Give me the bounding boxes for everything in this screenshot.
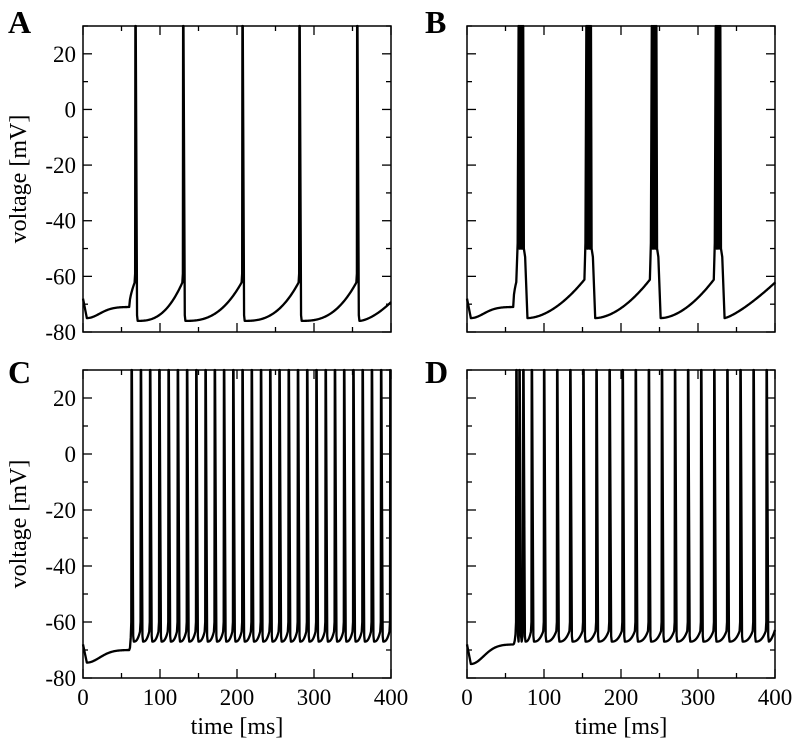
panel-a: A voltage [mV] -80 -60 -40 -20 0 20	[6, 4, 392, 345]
y-axis-label-c: voltage [mV]	[6, 460, 32, 589]
y-tick-label-c: 20	[53, 386, 76, 411]
panel-c: C voltage [mV] time [ms] -80 -60 -40 -20 0 20…	[6, 354, 408, 740]
x-axis-label-c: time [ms]	[191, 714, 284, 740]
y-tick-label-c: -60	[45, 610, 76, 635]
y-tick-label-c: -20	[45, 498, 76, 523]
voltage-trace-a	[81, 24, 392, 323]
x-tick-label-d: 400	[758, 685, 793, 710]
x-tick-label-d: 100	[527, 685, 562, 710]
x-tick-label-d: 0	[461, 685, 473, 710]
panel-b: B	[425, 4, 777, 333]
plot-frame-b	[466, 25, 776, 333]
y-tick-label-a: -40	[45, 209, 76, 234]
y-axis-label-a: voltage [mV]	[6, 115, 32, 244]
panel-letter-b: B	[425, 4, 446, 40]
x-tick-label-c: 200	[220, 685, 255, 710]
ticks-b	[466, 25, 776, 333]
x-tick-label-c: 0	[77, 685, 89, 710]
y-tick-label-a: 20	[53, 42, 76, 67]
ticks-a	[82, 25, 392, 333]
plot-frame-a	[82, 25, 392, 333]
x-tick-label-c: 400	[374, 685, 409, 710]
y-tick-label-c: -40	[45, 554, 76, 579]
voltage-trace-b	[465, 24, 777, 320]
ticks-d	[466, 369, 776, 679]
x-tick-label-d: 300	[681, 685, 716, 710]
panel-d: D time [ms] 0 100 200 300 400	[425, 354, 792, 740]
x-tick-label-d: 200	[604, 685, 639, 710]
voltage-trace-d	[465, 368, 777, 666]
y-tick-label-c: -80	[45, 666, 76, 691]
panel-letter-c: C	[8, 354, 31, 390]
y-tick-label-a: -20	[45, 153, 76, 178]
x-tick-label-c: 100	[143, 685, 178, 710]
panel-letter-a: A	[8, 4, 31, 40]
y-tick-label-a: -60	[45, 264, 76, 289]
panel-letter-d: D	[425, 354, 448, 390]
tick-labels-d: 0 100 200 300 400	[461, 685, 792, 710]
y-tick-label-c: 0	[65, 442, 77, 467]
y-tick-label-a: -80	[45, 320, 76, 345]
voltage-trace-c	[81, 368, 392, 664]
x-axis-label-d: time [ms]	[575, 714, 668, 740]
x-tick-label-c: 300	[297, 685, 332, 710]
y-tick-label-a: 0	[65, 97, 77, 122]
tick-labels-a: -80 -60 -40 -20 0 20	[45, 42, 76, 345]
